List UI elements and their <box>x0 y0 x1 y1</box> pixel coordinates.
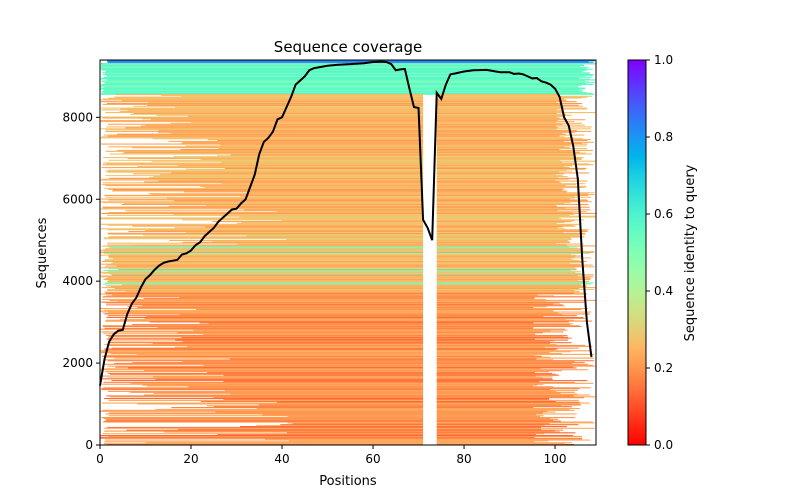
x-tick-label: 40 <box>274 452 289 466</box>
coverage-line <box>99 60 593 386</box>
x-tick-label: 20 <box>183 452 198 466</box>
y-tick-label: 4000 <box>62 274 93 288</box>
y-tick-label: 6000 <box>62 192 93 206</box>
x-axis: 0 20 40 60 80 100 <box>96 445 566 466</box>
colorbar-tick-label: 1.0 <box>654 53 673 67</box>
x-tick-label: 80 <box>456 452 471 466</box>
x-tick-label: 100 <box>544 452 567 466</box>
y-axis-label: Sequences <box>35 217 50 288</box>
x-tick-label: 0 <box>96 452 104 466</box>
plot-frame <box>99 59 597 446</box>
y-tick-label: 8000 <box>62 110 93 124</box>
colorbar <box>627 59 647 446</box>
x-axis-label: Positions <box>319 474 377 489</box>
colorbar-label: Sequence identity to query <box>683 164 698 341</box>
colorbar-tick-label: 0.6 <box>654 207 673 221</box>
colorbar-tick-label: 0.8 <box>654 130 673 144</box>
alignment-heatmap <box>100 59 596 446</box>
y-tick-label: 2000 <box>62 356 93 370</box>
colorbar-axis: 0.0 0.2 0.4 0.6 0.8 1.0 <box>646 53 673 452</box>
chart-title: Sequence coverage <box>274 38 422 56</box>
colorbar-tick-label: 0.0 <box>654 438 673 452</box>
x-tick-label: 60 <box>365 452 380 466</box>
colorbar-tick-label: 0.2 <box>654 361 673 375</box>
colorbar-tick-label: 0.4 <box>654 284 673 298</box>
y-axis: 0 2000 4000 6000 8000 <box>62 110 100 452</box>
y-tick-label: 0 <box>85 438 93 452</box>
